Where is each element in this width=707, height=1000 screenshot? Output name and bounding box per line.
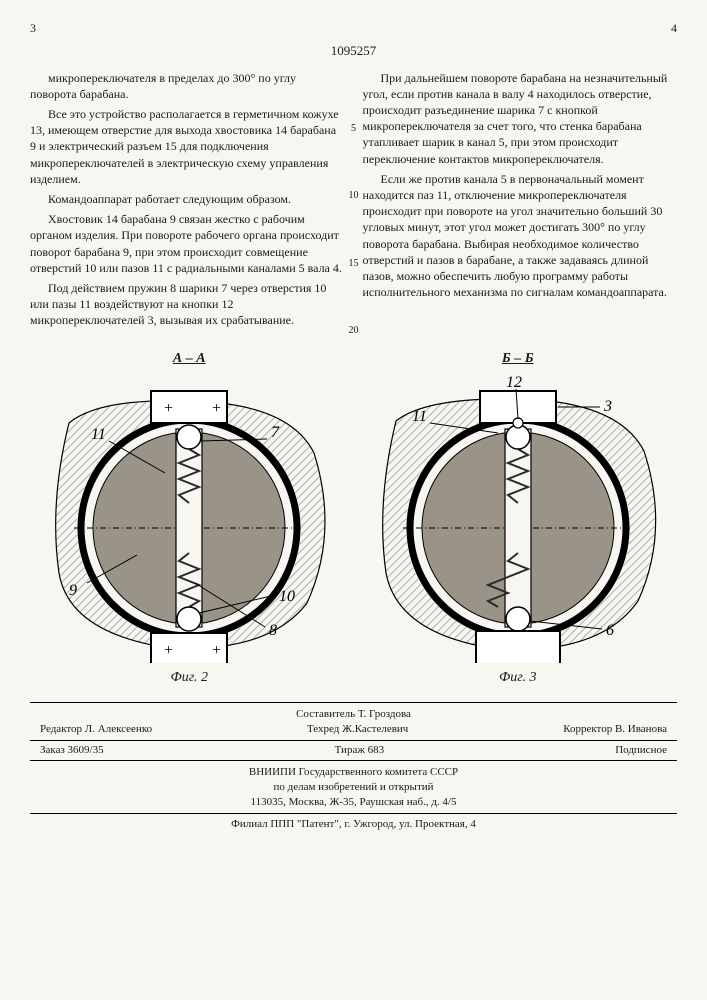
composer: Составитель Т. Гроздова	[30, 707, 677, 722]
order-num: Заказ 3609/35	[40, 743, 104, 758]
footer-l1: ВНИИПИ Государственного комитета СССР	[30, 765, 677, 780]
col1-p3: Командоаппарат работает следующим образо…	[30, 191, 345, 207]
figure-3: Б – Б 11 12	[368, 350, 668, 688]
fig2-caption: Фиг. 2	[39, 669, 339, 688]
techred: Техред Ж.Кастелевич	[307, 722, 408, 737]
fig3-label-12: 12	[506, 374, 522, 391]
button-12-icon	[513, 418, 523, 428]
footer-block: ВНИИПИ Государственного комитета СССР по…	[30, 765, 677, 810]
fig2-label-8: 8	[269, 622, 277, 639]
figure-2: А – А	[39, 350, 339, 688]
page-num-left: 3	[30, 20, 36, 36]
col2-p1: При дальнейшем повороте барабана на незн…	[363, 70, 678, 167]
fig3-label-11: 11	[412, 408, 427, 425]
col1-p2: Все это устройство располагается в герме…	[30, 106, 345, 187]
order-line: Заказ 3609/35 Тираж 683 Подписное	[30, 741, 677, 761]
ball-top-icon	[177, 425, 201, 449]
col1-p5: Под действием пружин 8 шарики 7 через от…	[30, 280, 345, 329]
line-num-15: 15	[345, 257, 363, 271]
fig3-label-3: 3	[603, 398, 612, 415]
fig2-label-9: 9	[69, 582, 77, 599]
ball-top-icon	[506, 425, 530, 449]
column-left: микропереключателя в пределах до 300° по…	[30, 70, 345, 338]
switch-bottom-icon	[476, 631, 560, 663]
editor: Редактор Л. Алексеенко	[40, 722, 152, 737]
fig3-svg: 11 12 3 6	[368, 373, 668, 663]
line-num-5: 5	[345, 122, 363, 136]
col1-p4: Хвостовик 14 барабана 9 связан жестко с …	[30, 211, 345, 276]
footer-branch: Филиал ППП "Патент", г. Ужгород, ул. Про…	[30, 813, 677, 832]
text-columns: микропереключателя в пределах до 300° по…	[30, 70, 677, 338]
fig2-svg: + + + + 11 7 9 10 8	[39, 373, 339, 663]
col2-p2: Если же против канала 5 в первоначальный…	[363, 171, 678, 301]
fig2-label-11: 11	[91, 426, 106, 443]
fig3-caption: Фиг. 3	[368, 669, 668, 688]
screw-icon: +	[163, 642, 174, 659]
figures-row: А – А	[30, 350, 677, 688]
page-num-right: 4	[671, 20, 677, 36]
corrector: Корректор В. Иванова	[563, 722, 667, 737]
order-tirage: Тираж 683	[335, 743, 385, 758]
document-number: 1095257	[30, 42, 677, 60]
fig3-label-6: 6	[606, 622, 614, 639]
credits-block: Составитель Т. Гроздова Редактор Л. Алек…	[30, 702, 677, 742]
ball-bottom-icon	[177, 607, 201, 631]
col1-p1: микропереключателя в пределах до 300° по…	[30, 70, 345, 102]
screw-icon: +	[163, 400, 174, 417]
footer-l2: по делам изобретений и открытий	[30, 780, 677, 795]
column-right: При дальнейшем повороте барабана на незн…	[363, 70, 678, 338]
line-num-20: 20	[345, 324, 363, 338]
fig2-label-10: 10	[279, 588, 295, 605]
screw-icon: +	[211, 642, 222, 659]
line-num-10: 10	[345, 189, 363, 203]
footer-l3: 113035, Москва, Ж-35, Раушская наб., д. …	[30, 795, 677, 810]
fig3-section: Б – Б	[368, 350, 668, 369]
fig2-section: А – А	[39, 350, 339, 369]
screw-icon: +	[211, 400, 222, 417]
order-sign: Подписное	[615, 743, 667, 758]
line-number-gutter: 5 10 15 20	[345, 70, 363, 338]
ball-bottom-icon	[506, 607, 530, 631]
fig2-label-7: 7	[271, 424, 280, 441]
page-header: 3 4	[30, 20, 677, 36]
